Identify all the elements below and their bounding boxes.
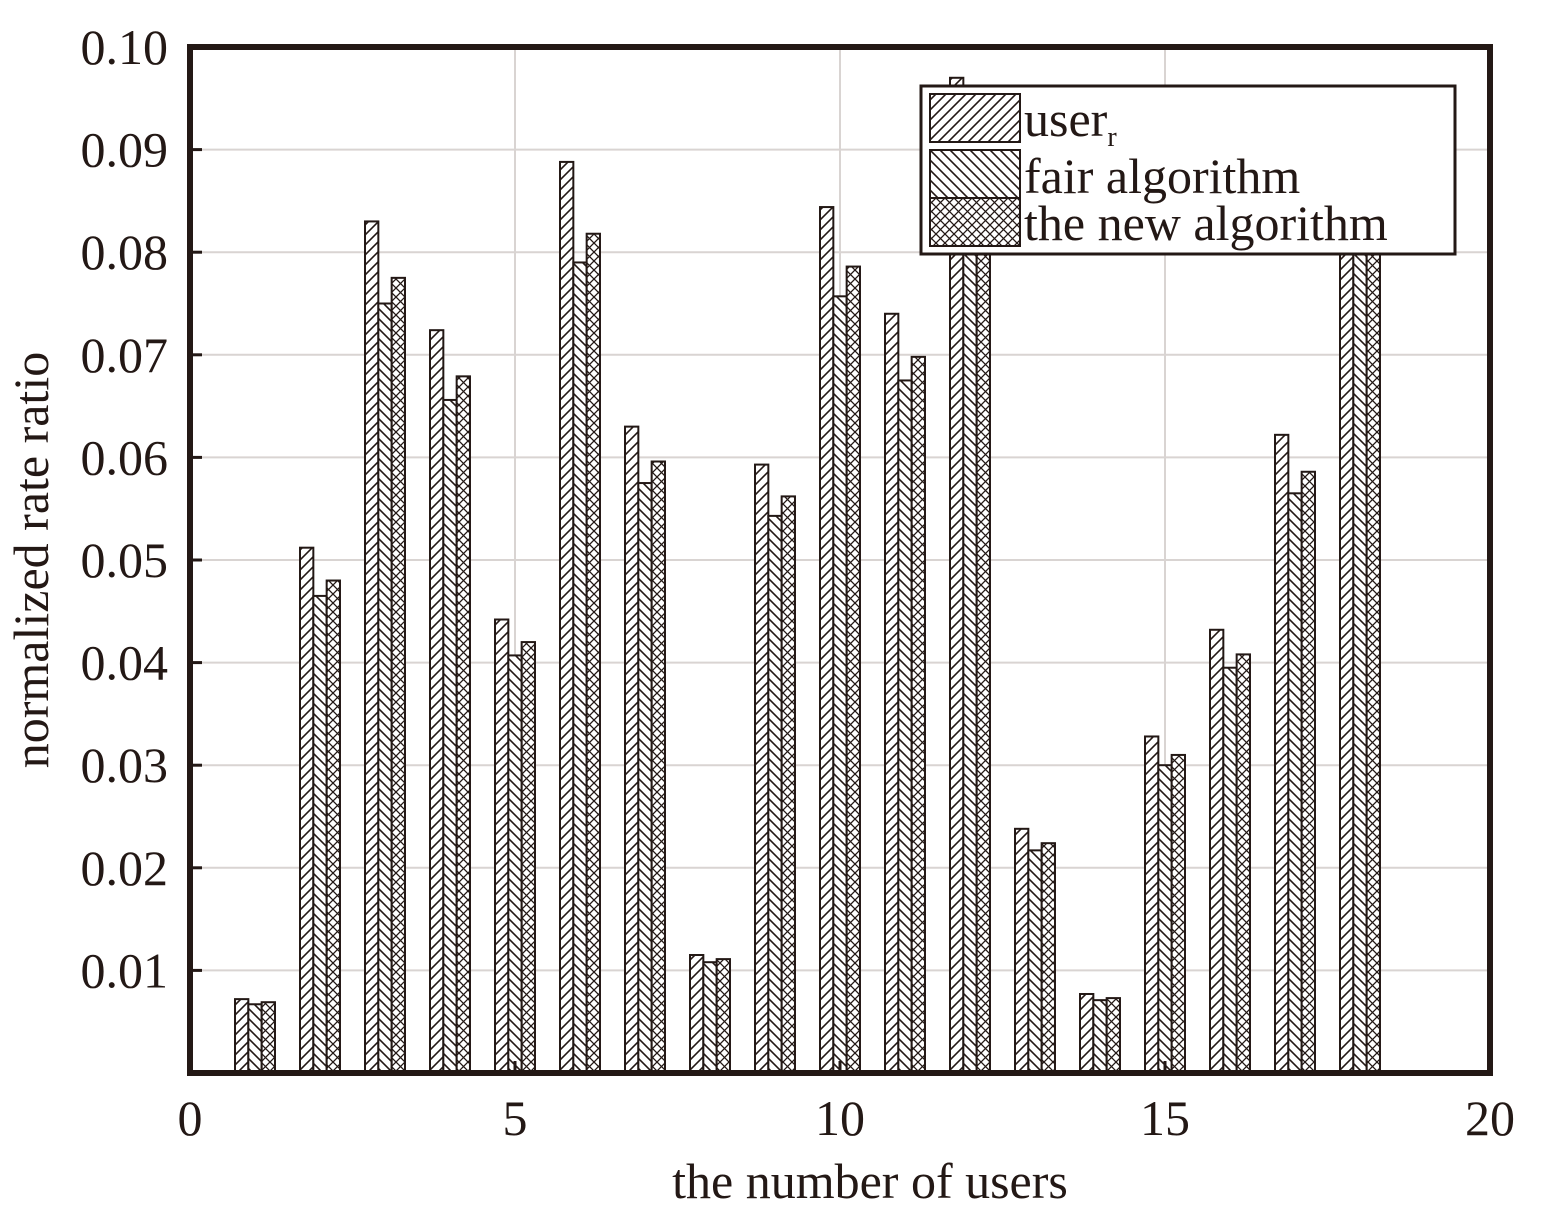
bar-the-new-algorithm-2 [325, 579, 341, 1075]
bar-fair-algorithm-3 [377, 302, 393, 1074]
bar-user-8 [689, 954, 705, 1075]
legend-label-user: userr [1024, 91, 1117, 153]
bar-the-new-algorithm-9 [780, 495, 796, 1074]
bar-the-new-algorithm-4 [455, 375, 471, 1074]
bar-fair-algorithm-17 [1287, 492, 1303, 1074]
x-axis-ticks: 0 5 10 15 20 [178, 1061, 1515, 1146]
bar-fair-algorithm-16 [1222, 666, 1238, 1074]
bar-fair-algorithm-11 [897, 379, 913, 1074]
bar-fair-algorithm-8 [702, 961, 718, 1075]
legend-label-new-algorithm: the new algorithm [1024, 195, 1388, 251]
x-tick-label: 15 [1140, 1090, 1190, 1146]
bar-fair-algorithm-18 [1352, 240, 1368, 1074]
x-tick-label: 10 [815, 1090, 865, 1146]
legend-label-fair-algorithm: fair algorithm [1024, 148, 1300, 204]
bar-fair-algorithm-10 [832, 295, 848, 1074]
bar-user-3 [364, 220, 380, 1075]
bar-fair-algorithm-13 [1027, 849, 1043, 1074]
y-tick-label: 0.09 [81, 122, 169, 178]
bar-the-new-algorithm-1 [260, 1001, 276, 1074]
bar-fair-algorithm-14 [1092, 999, 1108, 1074]
bar-user-4 [429, 329, 445, 1074]
bar-the-new-algorithm-12 [975, 138, 991, 1074]
bar-user-10 [819, 206, 835, 1074]
bar-the-new-algorithm-5 [520, 641, 536, 1075]
bar-the-new-algorithm-6 [585, 232, 601, 1074]
bar-user-15 [1144, 735, 1160, 1074]
bar-fair-algorithm-15 [1157, 764, 1173, 1074]
legend-swatch-new-algorithm [929, 197, 1021, 247]
bar-the-new-algorithm-8 [715, 958, 731, 1075]
bar-fair-algorithm-6 [572, 261, 588, 1074]
x-tick-label: 5 [503, 1090, 528, 1146]
x-tick-label: 0 [178, 1090, 203, 1146]
y-tick-label: 0.01 [81, 942, 169, 998]
bar-the-new-algorithm-16 [1235, 653, 1251, 1075]
bar-the-new-algorithm-3 [390, 276, 406, 1075]
bar-the-new-algorithm-15 [1170, 753, 1186, 1074]
bar-user-7 [624, 425, 640, 1074]
legend-swatch-user [929, 93, 1021, 143]
y-axis-title: normalized rate ratio [3, 352, 59, 768]
y-tick-label: 0.06 [81, 429, 169, 485]
bar-the-new-algorithm-14 [1105, 997, 1121, 1074]
bar-fair-algorithm-2 [312, 594, 328, 1074]
bar-user-16 [1209, 628, 1225, 1074]
bar-fair-algorithm-4 [442, 398, 458, 1075]
bar-fair-algorithm-7 [637, 482, 653, 1074]
bar-fair-algorithm-5 [507, 654, 523, 1075]
bar-the-new-algorithm-13 [1040, 842, 1056, 1075]
y-tick-label: 0.08 [81, 224, 169, 280]
y-tick-label: 0.05 [81, 532, 169, 588]
bar-user-5 [494, 618, 510, 1074]
bar-fair-algorithm-12 [962, 169, 978, 1074]
bar-the-new-algorithm-7 [650, 460, 666, 1074]
y-tick-label: 0.10 [81, 19, 169, 75]
x-tick-label: 20 [1465, 1090, 1515, 1146]
bar-user-6 [559, 160, 575, 1075]
x-axis-title: the number of users [672, 1153, 1068, 1209]
bar-user-18 [1339, 158, 1355, 1075]
bar-the-new-algorithm-10 [845, 265, 861, 1074]
bar-user-1 [234, 998, 250, 1074]
y-tick-label: 0.04 [81, 635, 169, 691]
y-tick-label: 0.03 [81, 737, 169, 793]
y-axis-ticks: 0.01 0.02 0.03 0.04 0.05 0.06 0.07 0.08 0.09 0.10 [81, 19, 202, 998]
bar-the-new-algorithm-17 [1300, 470, 1316, 1075]
bar-the-new-algorithm-18 [1365, 210, 1381, 1075]
legend: userr fair algorithm the new algorithm [919, 84, 1457, 256]
bar-user-9 [754, 463, 770, 1075]
y-tick-label: 0.02 [81, 840, 169, 896]
bar-user-2 [299, 546, 315, 1074]
legend-swatch-fair-algorithm [929, 149, 1021, 199]
bar-fair-algorithm-9 [767, 514, 783, 1074]
bar-user-14 [1079, 992, 1095, 1074]
bar-the-new-algorithm-11 [910, 355, 926, 1074]
bar-fair-algorithm-1 [247, 1003, 263, 1074]
y-tick-label: 0.07 [81, 327, 169, 383]
bar-user-11 [884, 312, 900, 1074]
bar-user-17 [1274, 433, 1290, 1074]
bar-user-13 [1014, 827, 1030, 1075]
